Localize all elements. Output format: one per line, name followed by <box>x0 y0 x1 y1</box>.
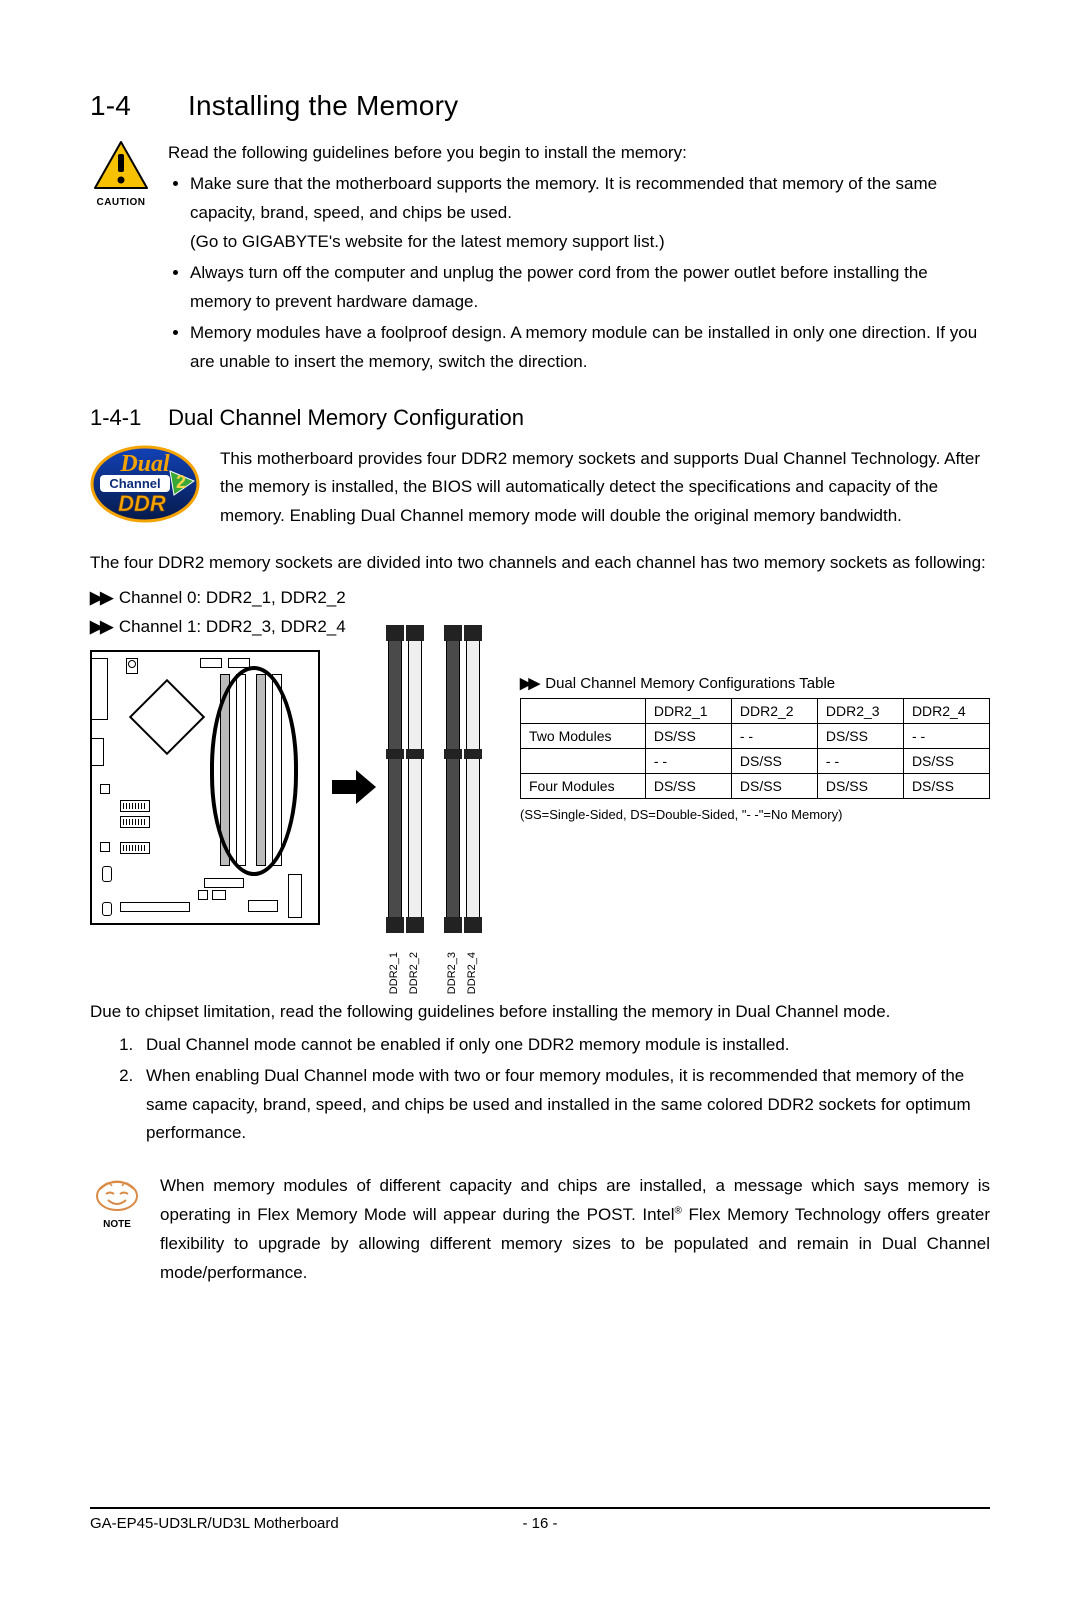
bullet-item: Make sure that the motherboard supports … <box>190 170 990 257</box>
subsection-title: Dual Channel Memory Configuration <box>168 405 524 430</box>
table-cell: - - <box>645 748 731 773</box>
dimm-slot <box>466 630 480 928</box>
table-cell: - - <box>731 723 817 748</box>
motherboard-diagram <box>90 650 320 925</box>
table-header: DDR2_2 <box>731 698 817 723</box>
note-text: When memory modules of different capacit… <box>160 1172 990 1288</box>
logo-text-bot: DDR <box>118 491 166 516</box>
dual-channel-logo: Dual Channel 2 DDR <box>90 445 200 528</box>
list-item: When enabling Dual Channel mode with two… <box>138 1062 990 1149</box>
table-cell: DS/SS <box>731 773 817 798</box>
dual-channel-intro: Dual Channel 2 DDR This motherboard prov… <box>90 445 990 532</box>
note-face-icon <box>92 1172 142 1212</box>
table-cell: DS/SS <box>817 723 903 748</box>
svg-text:2: 2 <box>176 472 186 492</box>
dimm-label: DDR2_1 <box>388 952 400 994</box>
logo-text-mid: Channel <box>109 476 160 491</box>
caution-bullet-list: Make sure that the motherboard supports … <box>168 170 990 376</box>
table-row: - - DS/SS - - DS/SS <box>521 748 990 773</box>
logo-text-top: Dual <box>119 451 170 477</box>
table-header: DDR2_4 <box>903 698 989 723</box>
dimm-slot <box>408 630 422 928</box>
table-cell: DS/SS <box>903 773 989 798</box>
figure-row: DDR2_1 DDR2_2 DDR2_3 DDR2_4 ▶▶ Dual Chan… <box>90 650 990 970</box>
table-header <box>521 698 646 723</box>
channel-1: Channel 1: DDR2_3, DDR2_4 <box>119 617 346 636</box>
channel-0: Channel 0: DDR2_1, DDR2_2 <box>119 588 346 607</box>
caution-badge: CAUTION <box>90 140 152 208</box>
note-block: NOTE When memory modules of different ca… <box>90 1172 990 1288</box>
table-cell: DS/SS <box>817 773 903 798</box>
dimm-slot <box>446 630 460 928</box>
arrow-icon: ▶▶ <box>90 588 110 607</box>
table-cell <box>521 748 646 773</box>
table-cell: DS/SS <box>645 723 731 748</box>
post-figure-lead: Due to chipset limitation, read the foll… <box>90 998 990 1027</box>
caution-block: CAUTION Read the following guidelines be… <box>90 140 990 379</box>
footer-page-number: - 16 - <box>522 1515 557 1532</box>
table-cell: DS/SS <box>645 773 731 798</box>
dimm-slots-figure: DDR2_1 DDR2_2 DDR2_3 DDR2_4 <box>388 650 508 970</box>
caution-label: CAUTION <box>90 197 152 208</box>
dual-intro-text: This motherboard provides four DDR2 memo… <box>220 445 990 532</box>
subsection-number: 1-4-1 <box>90 405 162 431</box>
table-cell: DS/SS <box>903 748 989 773</box>
dimm-slot <box>388 630 402 928</box>
channel-list: ▶▶ Channel 0: DDR2_1, DDR2_2 ▶▶ Channel … <box>90 584 990 642</box>
section-heading: 1-4 Installing the Memory <box>90 90 990 122</box>
table-row: Two Modules DS/SS - - DS/SS - - <box>521 723 990 748</box>
section-title: Installing the Memory <box>188 90 458 121</box>
config-table-title: ▶▶ Dual Channel Memory Configurations Ta… <box>520 674 990 692</box>
figure-arrow <box>332 650 376 925</box>
list-item: Dual Channel mode cannot be enabled if o… <box>138 1031 990 1060</box>
table-header: DDR2_1 <box>645 698 731 723</box>
table-cell: Two Modules <box>521 723 646 748</box>
config-table-note: (SS=Single-Sided, DS=Double-Sided, "- -"… <box>520 807 990 822</box>
note-label: NOTE <box>90 1219 144 1230</box>
channels-lead: The four DDR2 memory sockets are divided… <box>90 549 990 578</box>
caution-triangle-icon <box>93 140 149 190</box>
dimm-label: DDR2_3 <box>446 952 458 994</box>
arrow-icon: ▶▶ <box>520 675 537 692</box>
page-footer: GA-EP45-UD3LR/UD3L Motherboard - 16 - <box>90 1507 990 1532</box>
table-cell: Four Modules <box>521 773 646 798</box>
section-number: 1-4 <box>90 90 180 122</box>
arrow-icon: ▶▶ <box>90 617 110 636</box>
post-figure-list: Dual Channel mode cannot be enabled if o… <box>90 1031 990 1149</box>
caution-lead: Read the following guidelines before you… <box>168 140 990 166</box>
dimm-label: DDR2_4 <box>466 952 478 994</box>
table-row: DDR2_1 DDR2_2 DDR2_3 DDR2_4 <box>521 698 990 723</box>
table-cell: DS/SS <box>731 748 817 773</box>
table-row: Four Modules DS/SS DS/SS DS/SS DS/SS <box>521 773 990 798</box>
config-table: DDR2_1 DDR2_2 DDR2_3 DDR2_4 Two Modules … <box>520 698 990 799</box>
bullet-item: Always turn off the computer and unplug … <box>190 259 990 317</box>
subsection-heading: 1-4-1 Dual Channel Memory Configuration <box>90 405 990 431</box>
note-badge: NOTE <box>90 1172 144 1230</box>
dimm-label: DDR2_2 <box>408 952 420 994</box>
table-cell: - - <box>903 723 989 748</box>
table-cell: - - <box>817 748 903 773</box>
table-header: DDR2_3 <box>817 698 903 723</box>
bullet-item: Memory modules have a foolproof design. … <box>190 319 990 377</box>
footer-model: GA-EP45-UD3LR/UD3L Motherboard <box>90 1515 339 1532</box>
arrow-right-icon <box>332 770 376 804</box>
